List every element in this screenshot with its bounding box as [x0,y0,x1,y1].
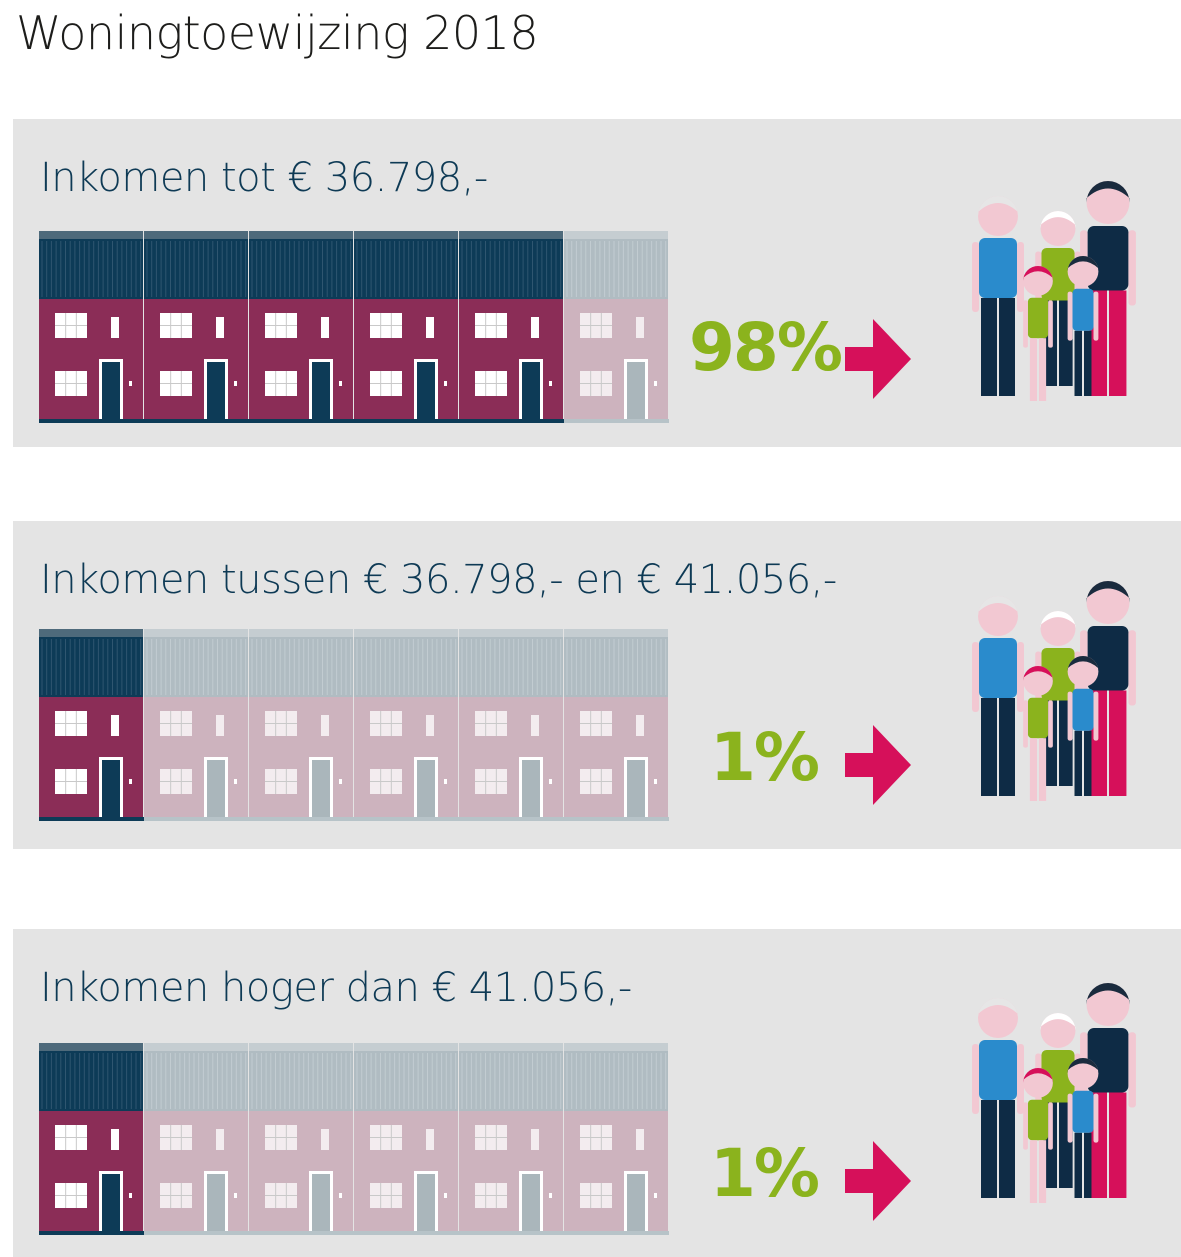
house-icon-inactive [354,629,459,821]
house-icon-active [459,231,564,423]
house-icon-inactive [459,1043,564,1235]
house-icon-active [39,231,144,423]
percentage-value: 98% [689,309,843,386]
house-icon-inactive [564,1043,669,1235]
percentage-value: 1% [709,719,820,796]
page-title: Woningtoewijzing 2018 [16,6,539,60]
house-icon-active [144,231,249,423]
income-label: Inkomen tussen € 36.798,- en € 41.056,- [40,557,837,603]
house-icon-active [354,231,459,423]
house-icon-active [249,231,354,423]
house-icon-inactive [249,629,354,821]
arrow-right-icon [845,725,911,805]
house-row [39,629,669,821]
family-illustration [972,181,1136,401]
house-icon-inactive [144,629,249,821]
house-icon-inactive [459,629,564,821]
house-icon-inactive [249,1043,354,1235]
family-icon [972,983,1136,1203]
family-illustration [972,581,1136,801]
family-icon [972,581,1136,801]
income-panel-3: Inkomen hoger dan € 41.056,- 1% [13,929,1181,1257]
house-icon-active [39,629,144,821]
income-panel-2: Inkomen tussen € 36.798,- en € 41.056,- … [13,521,1181,849]
house-icon-inactive [564,231,669,423]
income-panel-1: Inkomen tot € 36.798,- 98% [13,119,1181,447]
percentage-value: 1% [709,1135,820,1212]
arrow-right-icon [845,1141,911,1221]
arrow-right-icon [845,319,911,399]
house-icon-active [39,1043,144,1235]
house-row [39,231,669,423]
house-row [39,1043,669,1235]
family-illustration [972,983,1136,1203]
family-icon [972,181,1136,401]
house-icon-inactive [354,1043,459,1235]
house-icon-inactive [564,629,669,821]
income-label: Inkomen hoger dan € 41.056,- [40,965,632,1011]
income-label: Inkomen tot € 36.798,- [40,155,488,201]
house-icon-inactive [144,1043,249,1235]
